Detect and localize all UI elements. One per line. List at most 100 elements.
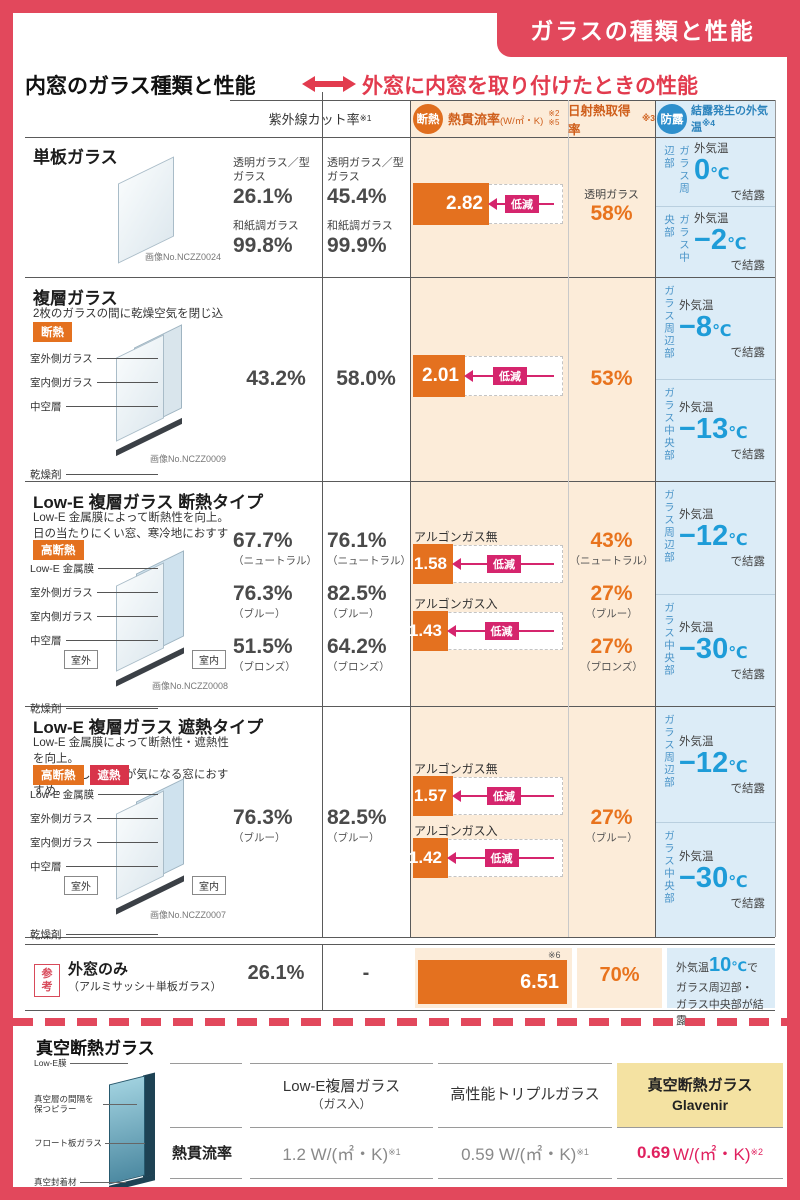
grid-line [25,937,775,938]
vt-line [170,1178,242,1179]
image-caption: 画像No.NCZZ0008 [152,681,229,691]
grid-line [25,944,775,945]
dew-area-label: ガラス周辺部 [663,714,675,789]
vt-col3-value: 0.69 W/(㎡・K) ※2 [636,1142,764,1165]
heat-shield-badge: 遮熱 [89,765,129,785]
inside-label: 室内 [192,650,226,669]
row4-u-bar-2: 1.42 低減 [409,838,563,878]
argon-filled-label: アルゴンガス入 [414,824,498,838]
banner-title: ガラスの種類と性能 [530,17,755,44]
vt-col2-value: 0.59 W/(㎡・K) ※1 [461,1145,589,1164]
vacuum-part-label: 真空封着材 [34,1177,126,1187]
image-caption: 画像No.NCZZ0009 [150,454,227,464]
row1-dew-edge: ガラス周辺部 外気温 0℃ で結露 [656,137,775,207]
column-header-solar: 日射熱取得率 ※3 [568,103,655,137]
ref-uv-outer: - [362,962,370,984]
right-title: 外窓に内窓を取り付けたときの性能 [362,75,698,98]
ref-name: 外窓のみ [68,961,129,978]
grid-line [25,481,775,482]
row4-u-bar-1: 1.57 低減 [413,776,563,816]
u-value-bar: 1.43 [409,611,448,651]
row4-badges: 高断熱 遮熱 [33,765,129,785]
row3-uv-inner: 67.7% （ニュートラル） 76.3% （ブルー） 51.5% （ブロンズ） [233,529,317,674]
u-value-bar: 1.58 [413,544,453,584]
grid-line [25,277,775,278]
reduction-arrow-icon: 低減 [488,195,554,213]
row1-uv-inner: 透明ガラス／型ガラス 26.1% 和紙調ガラス 99.8% [233,156,310,258]
row4-dew-edge: ガラス周辺部 外気温 −12℃ で結露 [656,706,775,823]
vt-line [617,1127,783,1128]
grid-line [655,100,656,937]
row3-u-bar-1: 1.58 低減 [413,544,563,584]
reduction-arrow-icon: 低減 [452,555,554,573]
row4-part-labels: Low-E 金属膜 室外側ガラス 室内側ガラス 中空層 乾燥剤 [30,787,158,942]
insulation-badge-icon: 断熱 [413,103,443,134]
column-header-dew: 防露 結露発生の外気温※4 [657,100,775,137]
row2-solar: 53% [590,366,633,390]
row3-badges: 高断熱 [33,540,84,560]
image-caption: 画像No.NCZZ0024 [145,252,222,262]
ref-u-bar: 6.51 [418,960,567,1004]
vt-line [438,1178,612,1179]
vt-line [170,1063,242,1064]
u-value-bar: 2.82 [413,183,489,225]
dew-column-bg [655,100,775,937]
row2-dew-center: ガラス中央部 外気温 −13℃ で結露 [656,379,775,481]
argon-none-label: アルゴンガス無 [414,762,498,776]
single-glass-diagram [98,156,188,264]
reduction-arrow-icon: 低減 [464,367,554,385]
grid-line [568,100,569,937]
vacuum-part-label: Low-E膜 [34,1058,128,1068]
row3-u-bar-2: 1.43 低減 [409,611,563,651]
row3-uv-outer: 76.1% （ニュートラル） 82.5% （ブルー） 64.2% （ブロンズ） [327,529,411,674]
outside-label: 室外 [64,650,98,669]
outside-label: 室外 [64,876,98,895]
vt-line [617,1178,783,1179]
grid-line [775,100,776,937]
grid-line [322,92,323,937]
grid-line [410,100,411,937]
dew-badge-icon: 防露 [657,103,687,134]
ref-sub: （アルミサッシ＋単板ガラス） [68,981,222,993]
high-insulation-badge: 高断熱 [33,765,84,785]
row3-dew-center: ガラス中央部 外気温 −30℃ で結露 [656,594,775,706]
row4-solar: 27% （ブルー） [585,806,638,845]
dew-area-label: ガラス中央部 [663,602,675,677]
ref-dew-cell-bg [667,948,775,1008]
vt-line [438,1127,612,1128]
vt-col3-header: 真空断熱ガラス Glavenir [617,1063,783,1127]
reduction-arrow-icon: 低減 [452,787,554,805]
reduction-arrow-icon: 低減 [447,849,554,867]
reference-badge: 参考 [34,964,60,998]
vacuum-title: 真空断熱ガラス [36,1039,155,1058]
vt-line [250,1063,433,1064]
row4-name: Low-E 複層ガラス 遮熱タイプ [33,718,264,737]
row1-uv-outer: 透明ガラス／型ガラス 45.4% 和紙調ガラス 99.9% [327,156,404,258]
row3-part-labels: Low-E 金属膜 室外側ガラス 室内側ガラス 中空層 乾燥剤 [30,561,158,716]
vt-col1-header: Low-E複層ガラス （ガス入） [282,1078,401,1111]
row1-u-bar: 2.82 低減 [413,183,563,225]
row1-dew-center: ガラス中央部 外気温 −2℃ で結露 [656,206,775,277]
row2-uv-outer: 58.0% [336,366,396,390]
insulation-badge: 断熱 [33,322,72,342]
u-value-bar: 1.57 [413,776,453,816]
double-arrow-icon [302,74,356,99]
dew-area-label: ガラス中央部 [663,214,690,264]
left-title: 内窓のガラス種類と性能 [25,75,256,98]
column-header-u-value: 断熱 熱貫流率(W/㎡・K) ※2 ※5 [413,100,565,137]
image-caption: 画像No.NCZZ0007 [150,910,227,920]
ref-uv-inner: 26.1% [247,962,305,984]
grid-line [25,1010,775,1011]
row4-uv-outer: 82.5% （ブルー） [327,806,387,845]
row4-dew-center: ガラス中央部 外気温 −30℃ で結露 [656,822,775,937]
dew-area-label: ガラス周辺部 [663,145,690,195]
vt-line [438,1063,612,1064]
row3-name: Low-E 複層ガラス 断熱タイプ [33,493,264,512]
row3-dew-edge: ガラス周辺部 外気温 −12℃ で結露 [656,481,775,595]
dew-area-label: ガラス中央部 [663,387,675,462]
grid-line [230,100,775,101]
row2-dew-edge: ガラス周辺部 外気温 −8℃ で結露 [656,277,775,380]
row1-solar: 透明ガラス 58% [584,188,639,226]
vt-col1-value: 1.2 W/(㎡・K) ※1 [282,1145,401,1164]
